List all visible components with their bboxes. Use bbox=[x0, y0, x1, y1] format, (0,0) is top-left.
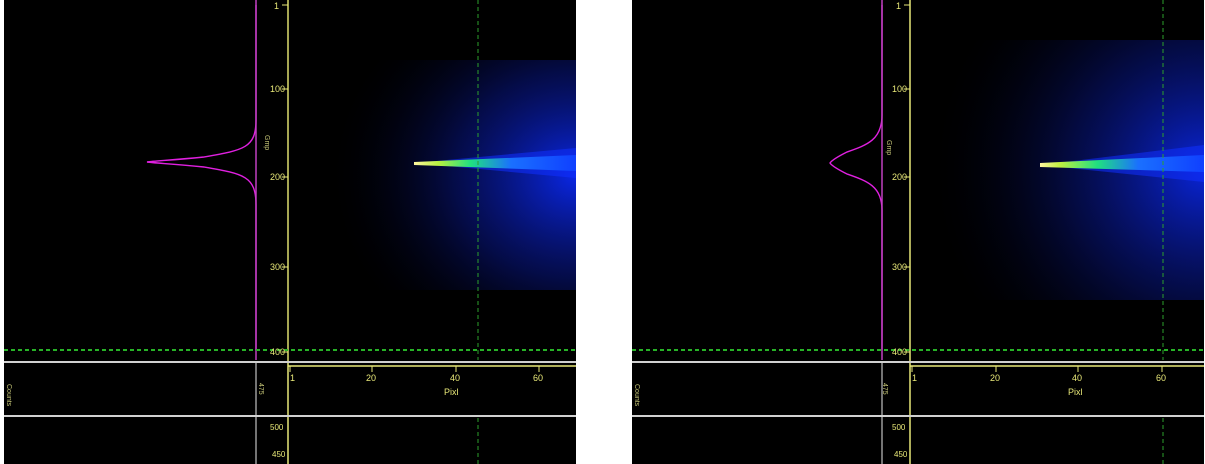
profile-scale-label: 475 bbox=[881, 383, 888, 395]
beam-streak bbox=[414, 155, 576, 171]
left-viewer-panel: 1 100 200 300 400 Gmp 1 20 40 60 Pixl 47… bbox=[4, 0, 576, 464]
x-tick-label: 40 bbox=[450, 373, 461, 383]
y-tick-label: 100 bbox=[892, 84, 908, 94]
x-tick-marks bbox=[289, 366, 540, 372]
intensity-profile-curve bbox=[829, 5, 883, 350]
x-tick-label: 1 bbox=[912, 373, 918, 383]
y-tick-label: 400 bbox=[892, 347, 908, 357]
x-axis-title: Pixl bbox=[1068, 387, 1083, 397]
x-tick-label: 60 bbox=[533, 373, 544, 383]
bottom-tick-label: 450 bbox=[894, 450, 908, 459]
y-tick-label: 200 bbox=[270, 172, 286, 182]
beam-streak bbox=[1040, 155, 1204, 172]
y-tick-label: 100 bbox=[270, 84, 286, 94]
right-viewer-panel: 1 100 200 300 400 Gmp 1 20 40 60 Pixl 47… bbox=[632, 0, 1204, 464]
y-tick-marks bbox=[282, 4, 288, 353]
x-tick-marks bbox=[911, 366, 1163, 372]
x-axis-title: Pixl bbox=[444, 387, 459, 397]
y-tick-label: 300 bbox=[892, 262, 908, 272]
y-axis-title: Gmp bbox=[263, 135, 270, 151]
side-axis-label: Counts bbox=[5, 384, 12, 407]
profile-scale-label: 475 bbox=[257, 383, 264, 395]
left-panel-graphics bbox=[4, 0, 576, 464]
intensity-profile-curve bbox=[146, 5, 257, 350]
y-tick-label: 1 bbox=[896, 1, 902, 11]
x-tick-label: 20 bbox=[990, 373, 1001, 383]
x-tick-label: 20 bbox=[366, 373, 377, 383]
x-tick-label: 40 bbox=[1072, 373, 1083, 383]
bottom-tick-label: 500 bbox=[892, 423, 906, 432]
right-panel-graphics bbox=[632, 0, 1204, 464]
y-axis-title: Gmp bbox=[885, 140, 892, 156]
y-tick-marks bbox=[904, 4, 910, 353]
intensity-glow bbox=[304, 60, 576, 290]
y-tick-label: 400 bbox=[270, 347, 286, 357]
y-tick-label: 300 bbox=[270, 262, 286, 272]
x-tick-label: 60 bbox=[1156, 373, 1167, 383]
y-tick-label: 1 bbox=[274, 1, 280, 11]
y-tick-label: 200 bbox=[892, 172, 908, 182]
side-axis-label: Counts bbox=[633, 384, 640, 407]
bottom-tick-label: 500 bbox=[270, 423, 284, 432]
bottom-tick-label: 450 bbox=[272, 450, 286, 459]
x-tick-label: 1 bbox=[290, 373, 296, 383]
